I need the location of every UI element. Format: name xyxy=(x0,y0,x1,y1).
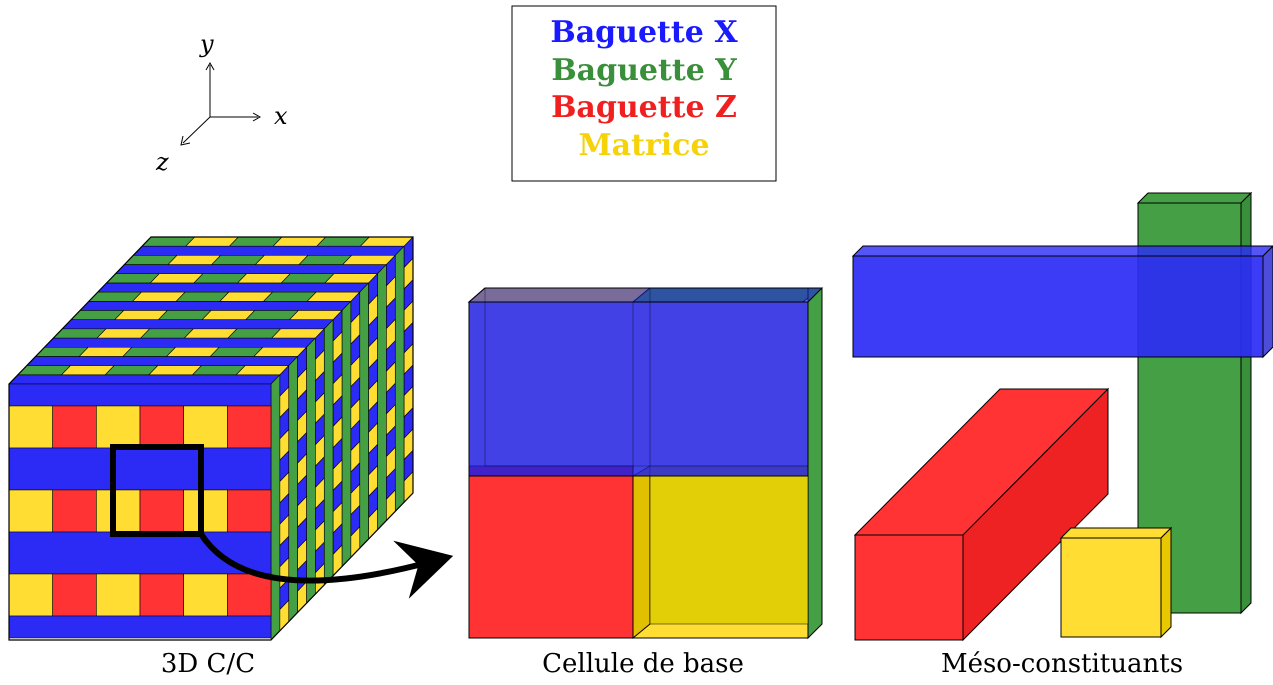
caption-meso: Méso-constituants xyxy=(941,649,1183,679)
meso-x-bar-side xyxy=(1262,245,1273,359)
block-front-cell xyxy=(96,405,141,449)
block-front-x-band xyxy=(8,383,272,407)
block-front-cell xyxy=(139,405,184,449)
block-top-x-row xyxy=(43,337,317,348)
z-axis-label: z xyxy=(155,148,169,176)
block-side-y-strip xyxy=(359,282,369,549)
legend-box xyxy=(511,5,777,182)
block-side-y-strip xyxy=(306,337,316,604)
cell-matrix-inner-face xyxy=(632,465,651,640)
legend-item-x: Baguette X xyxy=(550,15,738,50)
x-axis-label: x xyxy=(274,102,288,130)
legend-y-word: Baguette xyxy=(551,53,704,88)
block-front-cell xyxy=(52,489,97,533)
base-cell xyxy=(467,287,824,640)
block-front-cell xyxy=(8,489,53,533)
block-front-cell xyxy=(183,489,228,533)
axis-triad: y x z xyxy=(155,30,288,176)
block-side-y-strip xyxy=(270,374,281,641)
cell-x-bar-front xyxy=(468,301,809,477)
meso-matrix-side xyxy=(1160,526,1172,639)
cc-block-3d xyxy=(8,236,454,641)
block-top-x-row xyxy=(114,264,388,275)
zoom-arrow xyxy=(198,532,454,599)
cell-x-bar-top xyxy=(467,287,824,303)
legend-x-word: Baguette xyxy=(550,15,703,50)
legend-y-letter: Y xyxy=(714,53,737,88)
legend-item-matrice: Matrice xyxy=(578,128,709,163)
block-top-x-row xyxy=(132,245,405,256)
block-outline xyxy=(8,236,414,641)
meso-x-bar-top xyxy=(851,245,1273,257)
block-front-cell xyxy=(227,405,272,449)
block-top-face xyxy=(8,236,414,385)
legend: Baguette X Baguette Y Baguette Z Matrice xyxy=(511,5,777,182)
block-side-y-strip xyxy=(377,263,387,531)
block-front-x-band xyxy=(8,615,272,639)
legend-item-y: Baguette Y xyxy=(551,53,737,88)
block-front-cell xyxy=(183,573,228,617)
block-front-cell xyxy=(96,489,141,533)
meso-y-bar-top xyxy=(1136,192,1253,204)
block-front-face xyxy=(8,383,272,639)
block-front-cell xyxy=(52,573,97,617)
block-front-x-band xyxy=(8,447,272,491)
block-side-face xyxy=(270,236,414,641)
block-front-cell xyxy=(227,573,272,617)
block-front-cell xyxy=(183,405,228,449)
y-axis-label: y xyxy=(199,30,214,58)
legend-x-letter: X xyxy=(714,15,738,50)
block-front-x-band xyxy=(8,531,272,575)
meso-z-bar-front xyxy=(854,534,964,641)
z-axis-arrow xyxy=(182,116,211,144)
caption-base-cell: Cellule de base xyxy=(542,649,744,679)
block-front-cell xyxy=(52,405,97,449)
cell-matrix-overlay xyxy=(649,465,809,625)
cell-highlight-square xyxy=(110,444,204,537)
block-front-cell xyxy=(227,489,272,533)
block-side-y-strip xyxy=(394,245,405,513)
block-top-x-row xyxy=(26,356,299,366)
block-side-y-strip xyxy=(341,300,352,568)
meso-matrix-front xyxy=(1060,537,1162,638)
block-side-y-strip xyxy=(323,318,334,586)
meso-x-bar-front xyxy=(852,255,1264,358)
block-top-x-row xyxy=(97,282,370,293)
meso-matrix-top xyxy=(1059,527,1173,539)
block-front-cell xyxy=(139,489,184,533)
cell-z-quadrant xyxy=(468,465,634,639)
legend-item-z: Baguette Z xyxy=(551,90,737,125)
legend-z-word: Baguette xyxy=(551,90,704,125)
block-front-cell xyxy=(8,405,53,449)
block-front-cell xyxy=(139,573,184,617)
block-top-x-row xyxy=(61,319,334,330)
block-top-x-row xyxy=(8,374,281,385)
meso-constituents xyxy=(851,191,1273,642)
block-front-cell xyxy=(8,573,53,617)
legend-z-letter: Z xyxy=(715,90,737,125)
block-front-cell xyxy=(96,573,141,617)
cell-side-y-face xyxy=(807,287,823,640)
caption-3d-cc: 3D C/C xyxy=(161,649,255,679)
block-top-x-row xyxy=(79,301,352,311)
